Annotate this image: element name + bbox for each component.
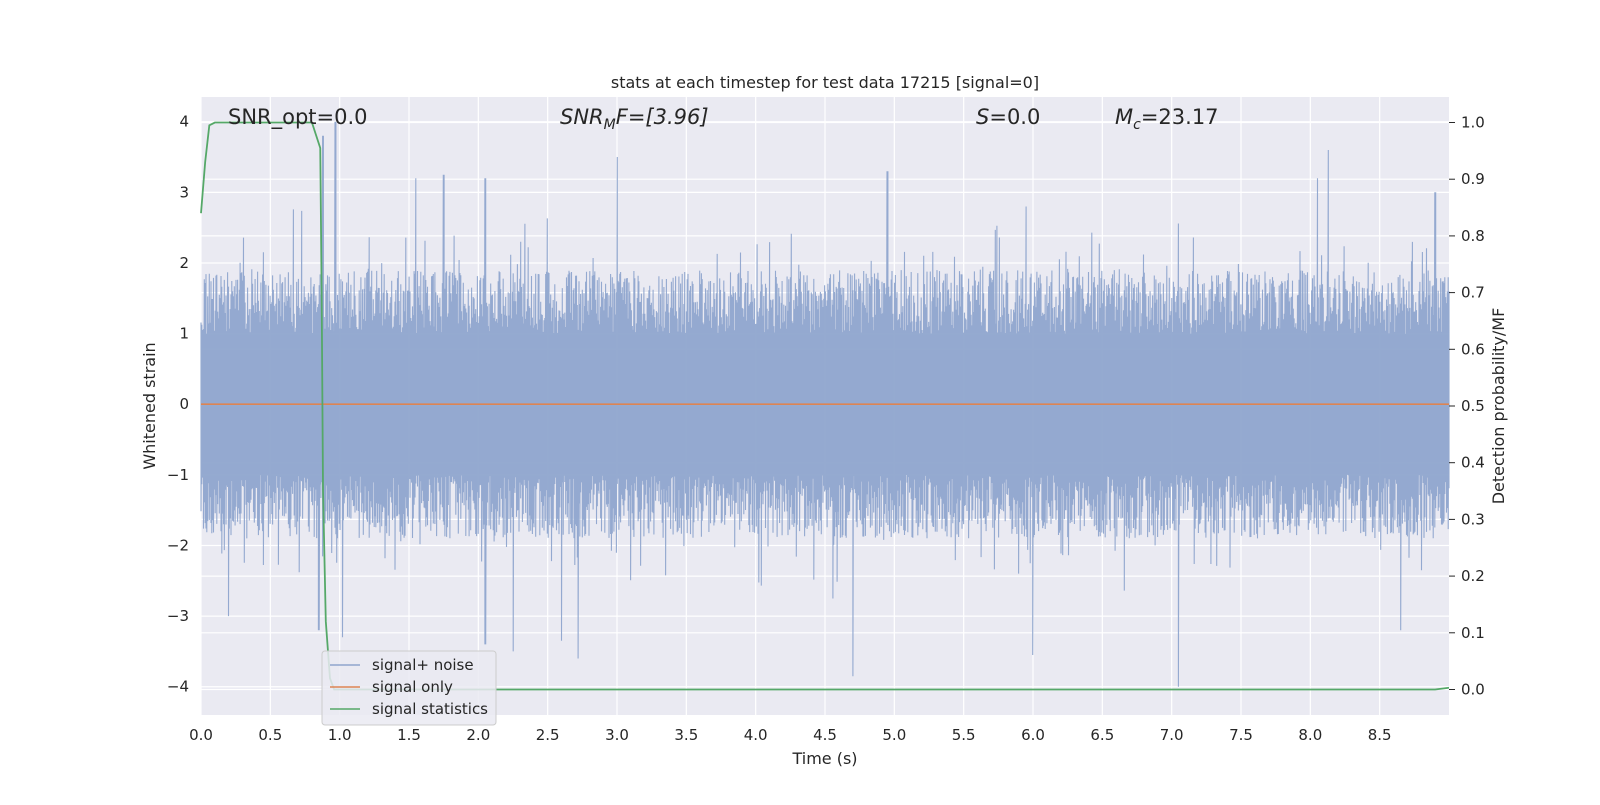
legend-label-signal-noise: signal+ noise: [372, 656, 474, 674]
signal-noise-line: [200, 121, 1450, 687]
legend-label-signal-statistics: signal statistics: [372, 700, 488, 718]
y-tick-label: 2: [179, 254, 189, 272]
y-tick-label: −3: [167, 607, 189, 625]
x-tick-label: 6.0: [1021, 726, 1045, 744]
x-tick-label: 8.5: [1368, 726, 1392, 744]
y-axis-label: Whitened strain: [140, 342, 159, 469]
y-axis-ticks-right: 1.0 0.9 0.8 0.7 0.6 0.5 0.4 0.3 0.2 0.1 0.0: [1449, 114, 1485, 698]
y-axis-ticks-left: 4 3 2 1 0 −1 −2 −3 −4: [167, 113, 189, 696]
y-tick-label: −1: [167, 466, 189, 484]
y-tick-label: −2: [167, 536, 189, 554]
annotation-snr-opt: SNR_opt=0.0: [228, 105, 368, 130]
annotation-s-rest: =0.0: [989, 105, 1040, 129]
x-tick-label: 3.5: [674, 726, 698, 744]
y-tick-label: −4: [167, 678, 189, 696]
x-tick-label: 6.5: [1090, 726, 1114, 744]
y-right-tick-label: 0.4: [1461, 454, 1485, 472]
y-right-tick-label: 0.1: [1461, 624, 1485, 642]
legend-label-signal-only: signal only: [372, 678, 453, 696]
annotations: SNR_opt=0.0 SNRMF=[3.96] S=0.0 Mc=23.17: [228, 105, 1219, 133]
y-tick-label: 4: [179, 113, 189, 131]
y-axis-label-right: Detection probability/MF: [1489, 308, 1508, 505]
y-right-tick-label: 0.9: [1461, 170, 1485, 188]
x-tick-label: 7.5: [1229, 726, 1253, 744]
legend-box: [321, 650, 497, 726]
y-right-tick-label: 0.8: [1461, 227, 1485, 245]
annotation-snr-mf: SNRMF=[3.96]: [560, 105, 709, 133]
x-axis-label: Time (s): [791, 749, 857, 768]
y-right-tick-label: 0.2: [1461, 567, 1485, 585]
x-tick-label: 5.5: [952, 726, 976, 744]
annotation-s-symbol: S: [976, 105, 989, 129]
x-tick-label: 8.0: [1298, 726, 1322, 744]
x-tick-label: 5.0: [882, 726, 906, 744]
annotation-mc-symbol: M: [1115, 105, 1133, 129]
x-tick-label: 1.5: [397, 726, 421, 744]
annotation-mc-rest: =23.17: [1141, 105, 1219, 129]
legend: signal+ noise signal only signal statist…: [321, 650, 497, 726]
signal-noise-series: [200, 121, 1450, 687]
y-right-tick-label: 0.3: [1461, 510, 1485, 528]
signal-statistics-series: [200, 121, 1450, 691]
annotation-s: S=0.0: [976, 105, 1040, 129]
signal-statistics-line: [200, 121, 1450, 691]
x-tick-label: 4.5: [813, 726, 837, 744]
x-tick-label: 3.0: [605, 726, 629, 744]
y-tick-label: 0: [179, 395, 189, 413]
x-tick-label: 0.5: [258, 726, 282, 744]
annotation-snr-mf-rest: F=[3.96]: [616, 105, 709, 129]
x-tick-label: 7.0: [1160, 726, 1184, 744]
y-right-tick-label: 0.0: [1461, 680, 1485, 698]
y-right-tick-label: 0.6: [1461, 340, 1485, 358]
y-right-tick-label: 0.5: [1461, 397, 1485, 415]
y-tick-label: 1: [179, 325, 189, 343]
y-right-tick-label: 1.0: [1461, 114, 1485, 132]
x-tick-label: 0.0: [189, 726, 213, 744]
x-tick-label: 1.0: [328, 726, 352, 744]
chart-title: stats at each timestep for test data 172…: [611, 73, 1039, 92]
annotation-mc-sub: c: [1133, 117, 1141, 133]
y-right-tick-label: 0.7: [1461, 284, 1485, 302]
annotation-mc: Mc=23.17: [1115, 105, 1219, 133]
annotation-snr-mf-symbol: SNR: [560, 105, 604, 129]
annotation-snr-mf-sub: M: [604, 117, 616, 133]
y-tick-label: 3: [179, 183, 189, 201]
x-tick-label: 4.0: [744, 726, 768, 744]
x-tick-label: 2.0: [466, 726, 490, 744]
x-axis-ticks: 0.0 0.5 1.0 1.5 2.0 2.5 3.0 3.5 4.0 4.5 5.0 5.5 6.0 6…: [189, 726, 1392, 744]
x-tick-label: 2.5: [536, 726, 560, 744]
